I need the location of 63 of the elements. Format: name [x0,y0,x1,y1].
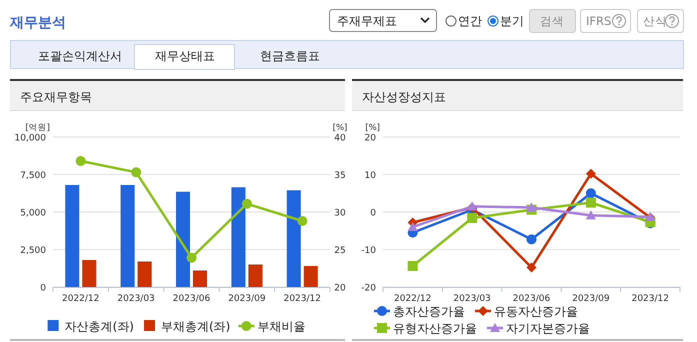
bar [176,192,190,287]
x-tick-label: 2023/06 [172,294,210,304]
bar [138,262,152,287]
bar [65,185,80,287]
y2-axis-title: [%] [332,123,348,133]
point [586,198,596,208]
point [242,198,252,209]
bar [286,190,301,287]
legend-label: 자기자본증가율 [506,322,590,336]
y-axis-title: [%] [365,123,380,133]
bar [248,264,262,287]
y-tick-label: 10,000 [14,134,46,144]
point [297,216,308,226]
chart-title: 자산성장성지표 [362,90,446,104]
bar [82,260,96,287]
y2-tick-label: 35 [334,171,346,181]
y-tick-label: 20 [364,134,376,144]
y-tick-label: 0 [370,208,376,218]
x-tick-label: 2023/12 [284,294,321,304]
y-tick-label: 5,000 [20,208,46,218]
point [526,262,536,272]
y-tick-label: 2,500 [20,246,46,256]
y-tick-label: -10 [361,246,376,256]
legend-label: 유동자산증가율 [494,304,578,318]
x-tick-label: 2022/12 [394,294,432,304]
chart-title: 주요재무항목 [20,90,92,104]
y2-tick-label: 25 [334,246,346,256]
legend-label: 부채비율 [257,320,306,334]
point [526,202,536,212]
x-tick-label: 2023/09 [228,294,266,304]
point [408,222,418,231]
legend-label: 유형자산증가율 [393,322,477,336]
y2-tick-label: 40 [334,134,346,144]
y2-tick-label: 30 [334,208,346,218]
point [131,167,142,178]
page-header: 재무분석 주재무제표 연간 분기 검색 IFRS 산식 포괄손익계산서 재무상태표 현금흐름표 [10,9,684,70]
x-tick-label: 2023/06 [512,294,550,304]
point [76,156,86,166]
y-tick-label: 0 [40,284,46,294]
y-tick-label: -20 [361,284,376,294]
bar [120,185,135,287]
y-axis-title: [억원] [25,123,50,133]
point [586,168,596,179]
x-tick-label: 2023/03 [117,294,155,304]
point [186,252,196,263]
y2-tick-label: 20 [334,284,346,294]
point [467,213,478,223]
y-tick-label: 7,500 [20,171,46,181]
legend-label: 부채총계(좌) [161,320,230,334]
bar [193,270,207,287]
x-tick-label: 2023/12 [632,294,669,304]
bar [231,187,246,287]
x-tick-label: 2022/12 [62,294,100,304]
legend-label: 총자산증가율 [393,304,465,318]
x-tick-label: 2023/09 [572,294,610,304]
y-tick-label: 10 [364,171,376,181]
point [408,261,418,271]
point [586,188,596,198]
point [586,210,596,220]
x-tick-label: 2023/03 [453,294,491,304]
legend-label: 자산총계(좌) [64,320,134,334]
bar [304,266,318,287]
point [526,234,536,244]
